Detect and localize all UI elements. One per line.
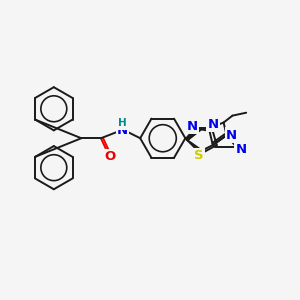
Text: N: N	[187, 120, 198, 133]
Text: N: N	[236, 142, 247, 155]
Text: H: H	[118, 118, 127, 128]
Text: N: N	[207, 118, 218, 131]
Text: S: S	[194, 149, 204, 162]
Text: H: H	[118, 118, 127, 128]
Text: N: N	[187, 120, 198, 133]
Text: O: O	[104, 150, 116, 164]
Text: O: O	[104, 150, 116, 164]
Text: N: N	[207, 118, 218, 131]
Text: N: N	[117, 124, 128, 137]
Text: N: N	[226, 129, 237, 142]
Text: N: N	[117, 124, 128, 137]
Text: S: S	[194, 149, 204, 162]
Text: N: N	[226, 129, 237, 142]
Text: N: N	[236, 142, 247, 155]
